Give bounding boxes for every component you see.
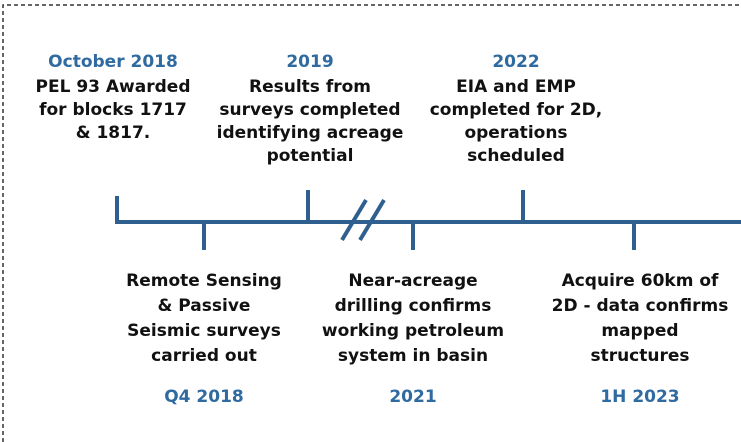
event-text: Near-acreage xyxy=(348,271,477,291)
break-mark xyxy=(358,198,386,242)
event-date: 2022 xyxy=(492,52,539,72)
event-text: for blocks 1717 xyxy=(39,100,187,120)
event-text: & Passive xyxy=(158,296,251,316)
break-mark xyxy=(340,198,368,242)
event-date: 2021 xyxy=(389,387,436,407)
event-text: structures xyxy=(590,346,689,366)
event-text: operations xyxy=(464,123,567,143)
event-text: working petroleum xyxy=(322,321,504,341)
event-text: surveys completed xyxy=(219,100,400,120)
event-date: Q4 2018 xyxy=(164,387,244,407)
event-date: 2019 xyxy=(286,52,333,72)
event-text: PEL 93 Awarded xyxy=(36,77,191,97)
event-text: completed for 2D, xyxy=(430,100,603,120)
event-text: carried out xyxy=(151,346,257,366)
event-text: Seismic surveys xyxy=(127,321,281,341)
event-text: mapped xyxy=(601,321,678,341)
event-text: Acquire 60km of xyxy=(562,271,719,291)
event-text: EIA and EMP xyxy=(456,77,576,97)
event-text: & 1817. xyxy=(76,123,151,143)
event-text: 2D - data confirms xyxy=(552,296,729,316)
dashed-frame xyxy=(2,4,741,442)
event-text: potential xyxy=(267,146,354,166)
event-text: Results from xyxy=(249,77,371,97)
event-date: October 2018 xyxy=(48,52,178,72)
event-text: scheduled xyxy=(467,146,565,166)
event-text: drilling confirms xyxy=(335,296,492,316)
event-text: Remote Sensing xyxy=(126,271,282,291)
timeline-axis xyxy=(115,196,741,224)
event-text: identifying acreage xyxy=(217,123,404,143)
event-date: 1H 2023 xyxy=(600,387,679,407)
event-text: system in basin xyxy=(338,346,488,366)
